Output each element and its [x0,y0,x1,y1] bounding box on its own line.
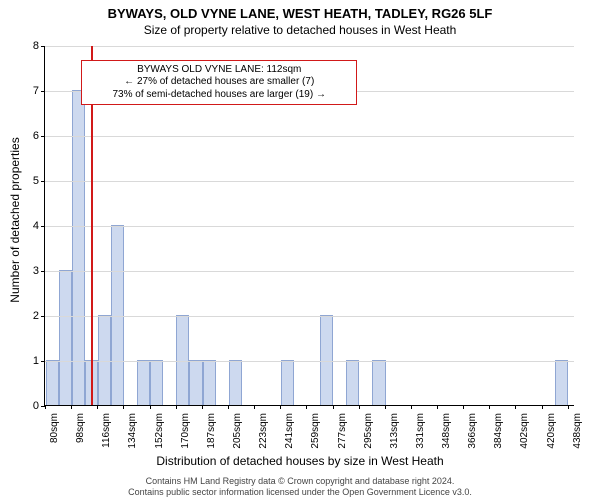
xtick-label: 402sqm [519,413,530,449]
ytick-mark [41,226,45,227]
xtick-mark [228,405,229,409]
xtick-mark [45,405,46,409]
ytick-label: 3 [33,265,39,277]
xtick-label: 116sqm [101,413,112,448]
xtick-mark [463,405,464,409]
footer-line-2: Contains public sector information licen… [0,487,600,498]
xtick-label: 134sqm [127,413,138,449]
xtick-mark [150,405,151,409]
histogram-bar [72,90,85,405]
xtick-mark [176,405,177,409]
ytick-mark [41,136,45,137]
y-axis-title: Number of detached properties [8,137,22,302]
chart-title: BYWAYS, OLD VYNE LANE, WEST HEATH, TADLE… [0,6,600,21]
ytick-mark [41,361,45,362]
xtick-mark [202,405,203,409]
xtick-label: 384sqm [493,413,504,449]
histogram-bar [203,360,216,405]
xtick-label: 313sqm [389,413,400,449]
ytick-mark [41,91,45,92]
ytick-mark [41,316,45,317]
ytick-label: 8 [33,40,39,52]
xtick-label: 187sqm [206,413,217,449]
ytick-mark [41,46,45,47]
xtick-label: 420sqm [546,413,557,449]
xtick-mark [359,405,360,409]
ytick-mark [41,271,45,272]
ytick-label: 1 [33,355,39,367]
plot-area: 80sqm98sqm116sqm134sqm152sqm170sqm187sqm… [44,46,574,406]
xtick-label: 223sqm [258,413,269,449]
xtick-label: 331sqm [415,413,426,449]
xtick-mark [254,405,255,409]
gridline [45,226,574,227]
histogram-bar [150,360,163,405]
histogram-bar [59,270,72,405]
histogram-bar [111,225,124,405]
histogram-bar [372,360,385,405]
ytick-label: 6 [33,130,39,142]
xtick-label: 170sqm [180,413,191,449]
chart-title-block: BYWAYS, OLD VYNE LANE, WEST HEATH, TADLE… [0,0,600,37]
ytick-label: 5 [33,175,39,187]
xtick-mark [437,405,438,409]
legend-line: 73% of semi-detached houses are larger (… [88,89,350,102]
ytick-label: 4 [33,220,39,232]
xtick-label: 205sqm [232,413,243,449]
xtick-mark [515,405,516,409]
xtick-mark [411,405,412,409]
footer-line-1: Contains HM Land Registry data © Crown c… [0,476,600,487]
xtick-mark [333,405,334,409]
xtick-label: 366sqm [467,413,478,449]
gridline [45,316,574,317]
footer-attribution: Contains HM Land Registry data © Crown c… [0,476,600,498]
xtick-mark [97,405,98,409]
histogram-bar [281,360,294,405]
xtick-label: 295sqm [363,413,374,449]
legend-line: BYWAYS OLD VYNE LANE: 112sqm [88,64,350,77]
xtick-label: 241sqm [284,413,295,449]
histogram-bar [555,360,568,405]
histogram-bar [137,360,150,405]
xtick-mark [489,405,490,409]
gridline [45,361,574,362]
gridline [45,136,574,137]
xtick-label: 98sqm [75,413,86,443]
ytick-label: 7 [33,85,39,97]
histogram-bar [98,315,111,405]
histogram-bar [46,360,59,405]
histogram-bar [320,315,333,405]
gridline [45,46,574,47]
x-axis-title: Distribution of detached houses by size … [0,454,600,468]
xtick-label: 80sqm [49,413,60,443]
histogram-bar [189,360,202,405]
xtick-mark [568,405,569,409]
xtick-mark [123,405,124,409]
legend-line: ← 27% of detached houses are smaller (7) [88,76,350,89]
xtick-label: 277sqm [337,413,348,449]
xtick-label: 348sqm [441,413,452,449]
xtick-mark [542,405,543,409]
ytick-mark [41,406,45,407]
xtick-mark [385,405,386,409]
ytick-label: 2 [33,310,39,322]
gridline [45,271,574,272]
histogram-bar [229,360,242,405]
chart-subtitle: Size of property relative to detached ho… [0,23,600,37]
xtick-label: 438sqm [572,413,583,449]
xtick-label: 259sqm [310,413,321,449]
chart-area: 80sqm98sqm116sqm134sqm152sqm170sqm187sqm… [44,46,574,406]
xtick-mark [71,405,72,409]
gridline [45,181,574,182]
ytick-mark [41,181,45,182]
xtick-label: 152sqm [154,413,165,449]
xtick-mark [306,405,307,409]
histogram-bar [346,360,359,405]
xtick-mark [280,405,281,409]
ytick-label: 0 [33,400,39,412]
histogram-bar [176,315,189,405]
legend-box: BYWAYS OLD VYNE LANE: 112sqm← 27% of det… [81,60,357,106]
